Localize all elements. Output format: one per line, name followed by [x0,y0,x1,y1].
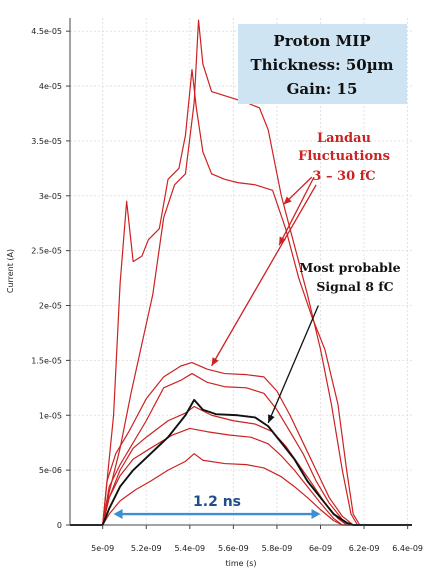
landau-arrow-3-head [211,357,219,366]
duration-arrow-left-head [113,509,123,520]
info-box-background [238,24,407,104]
y-tick-label: 2e-05 [39,302,62,311]
x-tick-labels: 5e-09 5.2e-09 5.4e-09 5.6e-09 5.8e-09 6e-09 6.… [91,525,423,553]
x-tick-label: 5.2e-09 [131,544,162,553]
duration-marker: 1.2 ns [113,494,321,520]
y-tick-label: 3e-05 [39,192,62,201]
landau-signal-curve-2 [70,19,412,526]
y-tick-label: 1e-05 [39,411,62,420]
most-probable-annotation: Most probable Signal 8 fC [267,260,401,424]
landau-arrow-1 [283,176,313,206]
landau-arrow-3 [211,184,317,367]
landau-signal-curve-7 [70,453,412,526]
info-box-title: Proton MIP [273,32,370,50]
y-axis-label: Current (A) [6,249,15,293]
duration-arrow [113,509,321,520]
landau-signal-curve-6 [70,427,412,526]
y-tick-label: 5e-06 [39,466,62,475]
x-tick-label: 6e-09 [309,544,332,553]
y-tick-label: 1.5e-05 [31,356,62,365]
landau-arrow-2 [278,176,315,246]
landau-arrow-1-head [283,196,292,205]
most-probable-arrow-line-shaft [267,305,319,424]
waveform-curves [70,19,412,526]
landau-signal-curve-1 [70,68,412,526]
x-tick-label: 6.4e-09 [392,544,423,553]
info-box-gain: Gain: 15 [287,80,358,98]
duration-arrow-right-head [311,509,321,520]
landau-signal-curve-3 [70,361,412,526]
x-tick-label: 5.4e-09 [174,544,205,553]
most-probable-line1: Most probable [299,260,400,275]
grid-lines [70,18,412,526]
landau-arrow-3-shaft [211,184,317,367]
info-box: Proton MIP Thickness: 50µm Gain: 15 [238,24,407,104]
y-tick-labels: 0 5e-06 1e-05 1.5e-05 2e-05 2.5e-05 3e-05 3.5e-… [31,27,70,530]
duration-label: 1.2 ns [193,494,241,510]
y-tick-label: 4e-05 [39,82,62,91]
landau-arrows [211,176,317,367]
info-box-thickness: Thickness: 50µm [250,56,393,74]
landau-annotation: Landau Fluctuations 3 – 30 fC [211,131,390,367]
x-tick-label: 5e-09 [91,544,114,553]
most-probable-arrow [267,305,319,424]
landau-label-line2: Fluctuations [298,149,390,164]
landau-arrow-2-head [279,236,286,246]
most-probable-arrow-line [267,305,319,424]
landau-signal-curve-4 [70,372,412,526]
x-tick-label: 6.2e-09 [349,544,380,553]
landau-label-line3: 3 – 30 fC [312,169,375,184]
most-probable-line2: Signal 8 fC [316,279,393,294]
landau-arrow-2-shaft [278,176,315,246]
most-probable-signal-curve [70,398,412,526]
y-tick-label: 4.5e-05 [31,27,62,36]
x-axis-label: time (s) [225,559,256,568]
most-probable-arrow-line-head [268,414,275,423]
y-tick-label: 2.5e-05 [31,247,62,256]
x-tick-label: 5.6e-09 [218,544,249,553]
axes [69,18,412,526]
landau-label-line1: Landau [317,131,371,146]
y-tick-label: 0 [57,521,62,530]
x-tick-label: 5.8e-09 [262,544,293,553]
y-tick-label: 3.5e-05 [31,137,62,146]
